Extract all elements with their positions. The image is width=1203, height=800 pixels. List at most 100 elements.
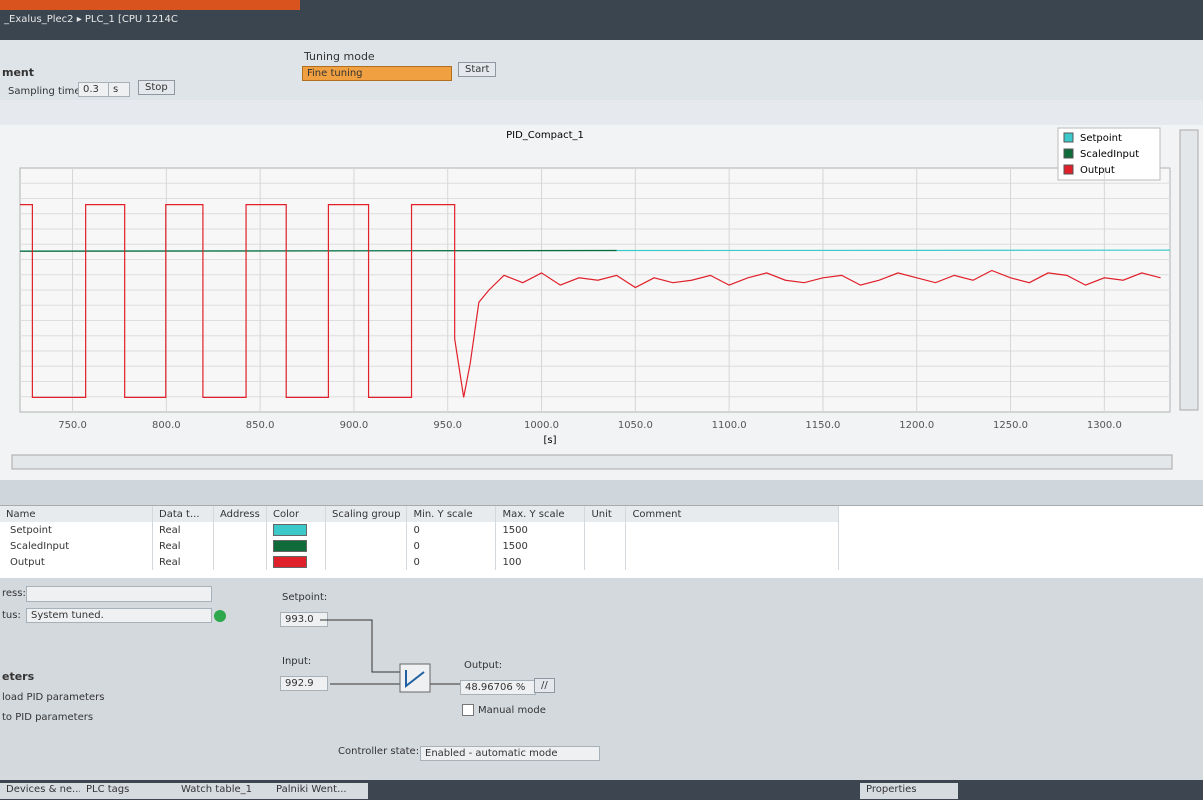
name-cell: Setpoint xyxy=(0,522,153,538)
pid-icon xyxy=(405,670,425,689)
label: Manual mode xyxy=(478,705,546,716)
state-field: Enabled - automatic mode xyxy=(420,746,600,761)
series-line xyxy=(20,204,1161,398)
taskbar-tab[interactable]: Watch table_1 xyxy=(175,783,273,799)
x-tick-label: 1200.0 xyxy=(899,420,934,431)
column-header: Min. Y scale xyxy=(406,506,497,522)
connector xyxy=(320,619,400,673)
address-cell xyxy=(213,554,267,570)
value-field: 992.9 xyxy=(280,676,328,691)
link[interactable]: load PID parameters xyxy=(2,692,105,703)
x-tick-label: 1150.0 xyxy=(805,420,840,431)
table-row: Output Real 0 100 xyxy=(0,554,840,570)
min-cell: 0 xyxy=(406,538,497,554)
x-tick-label: 750.0 xyxy=(58,420,87,431)
breadcrumb: _Exalus_Plec2 ▸ PLC_1 [CPU 1214C xyxy=(4,14,178,25)
x-tick-label: 850.0 xyxy=(246,420,275,431)
block-diagram xyxy=(320,619,460,693)
column-header: Color xyxy=(266,506,326,522)
x-tick-label: 1250.0 xyxy=(993,420,1028,431)
x-tick-label: 800.0 xyxy=(152,420,181,431)
type-cell: Real xyxy=(152,522,214,538)
color-cell xyxy=(266,522,326,538)
color-swatch xyxy=(273,524,307,536)
color-swatch xyxy=(273,540,307,552)
taskbar-tab[interactable]: Properties xyxy=(860,783,958,799)
min-cell: 0 xyxy=(406,522,497,538)
chart-toolbar xyxy=(0,100,1203,126)
type-cell: Real xyxy=(152,538,214,554)
unit-cell xyxy=(584,554,627,570)
x-axis-label: [s] xyxy=(543,435,556,446)
group-cell xyxy=(325,554,408,570)
label: ress: xyxy=(2,588,26,599)
tuning-toolbar: ment Sampling time: 0.3 s Stop Tuning mo… xyxy=(0,40,1203,100)
x-tick-label: 1300.0 xyxy=(1087,420,1122,431)
group-cell xyxy=(325,522,408,538)
start-button[interactable]: Start xyxy=(458,62,497,77)
value-field: 48.96706 % xyxy=(460,680,536,695)
label: Input: xyxy=(282,656,312,667)
section-title: eters xyxy=(2,670,35,683)
input[interactable]: 0.3 xyxy=(78,82,110,97)
group-cell xyxy=(325,538,408,554)
checkbox[interactable] xyxy=(462,704,474,716)
x-tick-label: 950.0 xyxy=(433,420,462,431)
label: Setpoint: xyxy=(282,592,328,603)
progress-bar xyxy=(26,586,212,602)
link[interactable]: to PID parameters xyxy=(2,712,94,723)
max-cell: 1500 xyxy=(495,538,586,554)
stop-button[interactable]: Stop xyxy=(138,80,175,95)
output-value: 48.96706 xyxy=(465,682,513,693)
taskbar: Devices & ne... PLC tags Watch table_1 Paln… xyxy=(0,780,1203,800)
active-tab xyxy=(0,0,300,10)
unit-select[interactable]: s xyxy=(108,82,130,97)
taskbar-tab[interactable]: Devices & ne... xyxy=(0,783,98,799)
x-tick-label: 1100.0 xyxy=(712,420,747,431)
color-cell xyxy=(266,554,326,570)
mode-button[interactable]: // xyxy=(534,678,555,693)
trend-chart: PID_Compact_1 [s] 750.0 800.0 850.0 900.0 95… xyxy=(0,125,1203,480)
legend-label: ScaledInput xyxy=(1080,149,1139,160)
dropdown[interactable]: Fine tuning xyxy=(302,66,452,81)
unit: % xyxy=(515,682,526,693)
column-header: Name xyxy=(0,506,153,522)
name-cell: Output xyxy=(0,554,153,570)
ok-icon xyxy=(214,610,226,622)
series-line xyxy=(19,249,617,252)
h-grid xyxy=(20,182,1170,398)
type-cell: Real xyxy=(152,554,214,570)
legend-label: Setpoint xyxy=(1080,133,1122,144)
legend-label: Output xyxy=(1080,165,1115,176)
max-cell: 100 xyxy=(495,554,586,570)
button-label: Stop xyxy=(145,82,168,93)
status-panel: ress: tus: System tuned. eters load PID … xyxy=(0,578,1203,780)
h-scrollbar[interactable] xyxy=(11,454,1173,470)
x-tick-label: 1000.0 xyxy=(524,420,559,431)
taskbar-tab[interactable]: PLC tags xyxy=(80,783,178,799)
label: Tuning mode xyxy=(304,50,375,63)
table: Name Data t... Address Color Scaling group Mi… xyxy=(0,506,840,570)
legend-swatch xyxy=(1063,148,1074,159)
max-cell: 1500 xyxy=(495,522,586,538)
label: Output: xyxy=(464,660,503,671)
header-row: Name Data t... Address Color Scaling group Mi… xyxy=(0,506,840,522)
legend-swatch xyxy=(1063,164,1074,175)
label: Sampling time: xyxy=(8,86,84,97)
address-cell xyxy=(213,538,267,554)
color-cell xyxy=(266,538,326,554)
section-title: ment xyxy=(2,66,35,79)
status-field: System tuned. xyxy=(26,608,212,623)
chart-title: PID_Compact_1 xyxy=(506,130,584,141)
column-header: Max. Y scale xyxy=(495,506,586,522)
unit-cell xyxy=(584,538,627,554)
label: Controller state: xyxy=(338,746,420,757)
address-cell xyxy=(213,522,267,538)
v-scrollbar[interactable] xyxy=(1179,129,1199,411)
taskbar-tab[interactable]: Palniki Went... xyxy=(270,783,368,799)
color-swatch xyxy=(273,556,307,568)
comment-cell xyxy=(625,538,840,554)
column-header: Comment xyxy=(625,506,840,522)
